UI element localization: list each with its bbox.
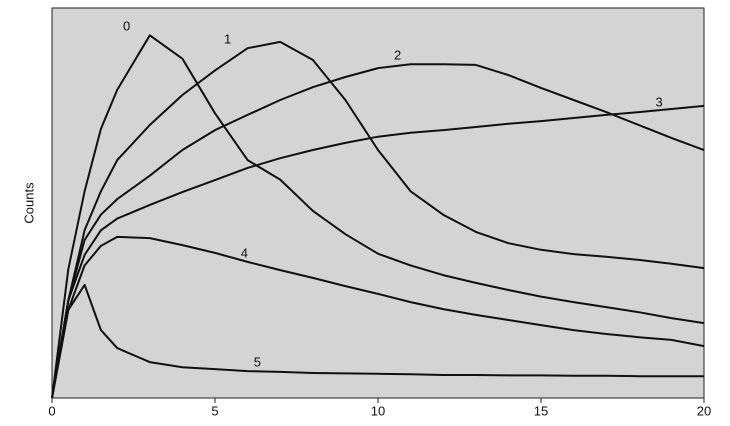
series-label: 0	[123, 19, 130, 34]
series-line	[51, 63, 705, 399]
plot-area	[51, 7, 705, 399]
x-tick-label: 20	[697, 403, 711, 418]
series-line	[51, 235, 705, 399]
series-label: 5	[254, 354, 261, 369]
x-tick-label: 15	[534, 403, 548, 418]
series-line	[51, 283, 704, 399]
series-line	[51, 34, 705, 399]
series-label: 3	[655, 94, 662, 109]
x-tick-label: 0	[48, 403, 55, 418]
series-label: 1	[224, 32, 231, 47]
series-line	[51, 104, 705, 399]
series-label: 4	[241, 245, 248, 260]
series-label: 2	[394, 48, 401, 63]
series-line	[51, 40, 705, 399]
x-tick-label: 10	[371, 403, 385, 418]
x-tick-label: 5	[211, 403, 218, 418]
y-axis-label: Counts	[21, 182, 36, 224]
